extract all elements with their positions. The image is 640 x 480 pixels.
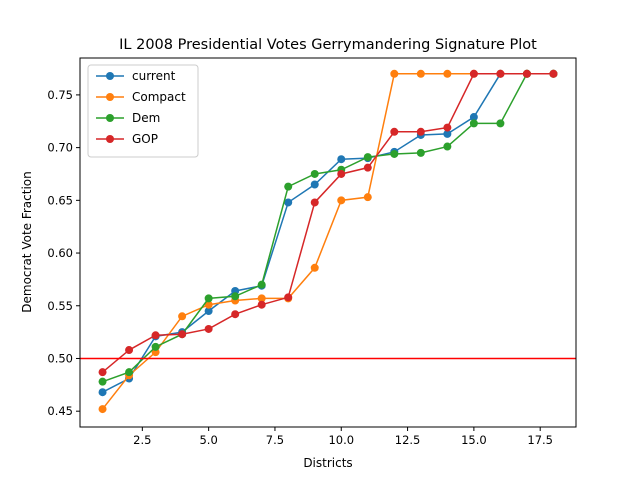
x-tick-label: 7.5 (266, 433, 284, 447)
data-point-current (469, 113, 478, 122)
chart-title: IL 2008 Presidential Votes Gerrymanderin… (119, 37, 537, 53)
data-point-current (310, 180, 319, 189)
series-line-dem (102, 73, 554, 383)
y-tick-label: 0.65 (47, 193, 73, 207)
x-tick-label: 2.5 (133, 433, 151, 447)
data-point-gop (390, 127, 399, 136)
x-tick-label: 10.0 (328, 433, 354, 447)
legend-swatch-marker (106, 135, 114, 143)
legend-swatch-marker (106, 114, 114, 122)
legend-box (87, 64, 199, 158)
data-point-dem (496, 119, 505, 128)
data-point-gop (310, 198, 319, 207)
x-tick-label: 15.0 (461, 433, 487, 447)
data-point-gop (496, 69, 505, 78)
data-point-gop (98, 368, 107, 377)
y-tick-label: 0.75 (47, 88, 73, 102)
data-point-gop (257, 300, 266, 309)
data-point-gop (549, 69, 558, 78)
data-point-dem (257, 280, 266, 289)
legend-label-compact: Compact (132, 90, 186, 104)
data-point-compact (390, 69, 399, 78)
legend-label-gop: GOP (132, 132, 158, 146)
plot-area (80, 69, 576, 414)
data-point-gop (337, 169, 346, 178)
data-point-gop (178, 330, 187, 339)
data-point-dem (363, 153, 372, 162)
data-point-compact (443, 69, 452, 78)
legend: current Compact Dem GOP (87, 64, 199, 158)
data-point-dem (390, 149, 399, 158)
data-point-gop (416, 127, 425, 136)
data-point-gop (204, 324, 213, 333)
data-point-current (284, 198, 293, 207)
data-point-gop (469, 69, 478, 78)
data-point-current (204, 307, 213, 316)
data-point-dem (151, 342, 160, 351)
data-point-compact (363, 193, 372, 202)
y-tick-label: 0.50 (47, 351, 73, 365)
y-tick-label: 0.45 (47, 404, 73, 418)
data-point-compact (416, 69, 425, 78)
data-point-gop (231, 310, 240, 319)
data-point-current (443, 129, 452, 138)
data-point-compact (257, 294, 266, 303)
legend-label-dem: Dem (132, 111, 160, 125)
data-point-gop (522, 69, 531, 78)
y-tick-label: 0.55 (47, 299, 73, 313)
data-point-compact (178, 312, 187, 321)
data-point-gop (443, 123, 452, 132)
data-point-dem (231, 292, 240, 301)
data-point-dem (443, 142, 452, 151)
data-point-current (337, 155, 346, 164)
legend-swatch-marker (106, 93, 114, 101)
legend-label-current: current (132, 69, 176, 83)
series-line-gop (102, 73, 554, 373)
y-tick-label: 0.60 (47, 246, 73, 260)
plot-frame (79, 57, 577, 428)
y-tick-label: 0.70 (47, 141, 73, 155)
data-point-dem (469, 119, 478, 128)
y-axis: 0.45 0.50 0.55 0.60 0.65 0.70 0.75 (47, 88, 80, 418)
x-tick-label: 12.5 (395, 433, 421, 447)
y-axis-label: Democrat Vote Fraction (20, 171, 34, 312)
data-point-dem (125, 368, 134, 377)
data-point-compact (337, 196, 346, 205)
x-tick-label: 5.0 (199, 433, 217, 447)
data-point-dem (284, 182, 293, 191)
data-point-dem (416, 148, 425, 157)
x-axis: 2.5 5.0 7.5 10.0 12.5 15.0 17.5 (133, 427, 553, 447)
data-point-dem (204, 294, 213, 303)
data-point-dem (310, 169, 319, 178)
data-point-compact (98, 405, 107, 414)
x-axis-label: Districts (303, 456, 352, 470)
data-point-dem (98, 377, 107, 386)
data-point-current (98, 388, 107, 397)
data-point-gop (151, 331, 160, 340)
data-point-gop (284, 293, 293, 302)
data-point-compact (204, 300, 213, 309)
legend-swatch-marker (106, 72, 114, 80)
data-point-gop (363, 163, 372, 172)
data-point-gop (125, 346, 134, 355)
x-tick-label: 17.5 (527, 433, 553, 447)
data-point-compact (310, 263, 319, 272)
